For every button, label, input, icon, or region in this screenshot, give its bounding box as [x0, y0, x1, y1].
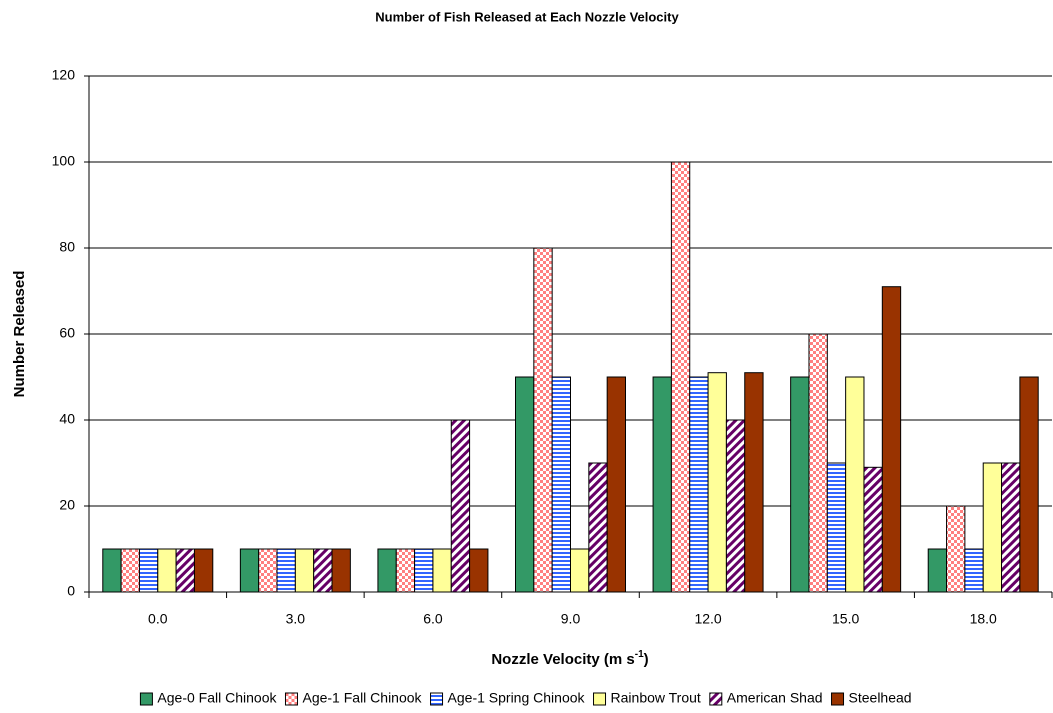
legend-item: American Shad: [709, 690, 823, 706]
x-tick-label: 15.0: [832, 611, 859, 627]
x-tick-label: 12.0: [694, 611, 721, 627]
bar: [982, 462, 1003, 593]
legend-item: Age-1 Spring Chinook: [430, 690, 586, 706]
x-axis-title-end: ): [644, 651, 649, 668]
y-axis-title: Number Released: [11, 271, 28, 398]
bar: [744, 372, 764, 593]
legend-label: Rainbow Trout: [611, 690, 701, 706]
x-tick-label: 6.0: [423, 611, 443, 627]
bar: [652, 376, 672, 593]
bar: [551, 376, 572, 593]
bar: [120, 548, 140, 593]
bar: [102, 548, 122, 593]
bar: [1019, 376, 1039, 593]
bar: [570, 548, 590, 593]
legend-label: Age-0 Fall Chinook: [157, 690, 277, 706]
bar: [845, 376, 865, 593]
bar: [331, 548, 351, 593]
x-tick-label: 9.0: [561, 611, 581, 627]
bar: [276, 548, 296, 593]
legend-item: Steelhead: [831, 690, 912, 706]
bar: [414, 548, 434, 593]
bar: [725, 419, 746, 593]
bar: [175, 548, 195, 593]
bar: [515, 376, 535, 593]
bar: [964, 548, 984, 593]
bar: [826, 462, 847, 593]
y-tick-label: 20: [59, 497, 75, 513]
legend-swatch: [709, 692, 723, 706]
bar: [1001, 462, 1021, 593]
bar: [606, 376, 627, 593]
bar: [138, 548, 159, 593]
y-tick-label: 0: [67, 583, 75, 599]
legend-label: Age-1 Spring Chinook: [448, 690, 586, 706]
legend-item: Age-1 Fall Chinook: [284, 690, 423, 706]
bar: [313, 548, 333, 593]
bar: [258, 548, 278, 593]
x-tick-label: 18.0: [970, 611, 997, 627]
bar: [863, 466, 883, 593]
bar: [808, 333, 828, 593]
bar: [588, 462, 608, 593]
legend-swatch: [831, 692, 845, 706]
y-tick-label: 40: [59, 411, 75, 427]
bar: [689, 376, 709, 593]
x-axis-title-sup: -1: [635, 649, 644, 660]
y-tick-label: 60: [59, 325, 75, 341]
bar: [469, 548, 489, 593]
legend-item: Age-0 Fall Chinook: [139, 690, 277, 706]
bar: [927, 548, 948, 593]
bar: [670, 161, 691, 593]
legend-swatch: [430, 692, 444, 706]
legend-swatch: [593, 692, 607, 706]
bar: [157, 548, 177, 593]
bar: [946, 505, 966, 593]
legend-label: Age-1 Fall Chinook: [302, 690, 422, 706]
y-tick-label: 120: [52, 67, 76, 83]
y-tick-label: 100: [52, 153, 76, 169]
x-axis-title: Nozzle Velocity (m s-1): [491, 649, 648, 668]
x-axis-title-text: Nozzle Velocity (m s: [491, 651, 634, 668]
bar: [239, 548, 260, 593]
bar: [294, 548, 315, 593]
bar: [790, 376, 810, 593]
legend-label: Steelhead: [849, 690, 912, 706]
bar: [450, 419, 471, 593]
bar: [881, 286, 902, 593]
bar: [193, 548, 214, 593]
chart-title: Number of Fish Released at Each Nozzle V…: [375, 9, 679, 24]
bar: [432, 548, 452, 593]
x-tick-label: 0.0: [148, 611, 168, 627]
legend-label: American Shad: [727, 690, 823, 706]
y-tick-label: 80: [59, 239, 75, 255]
x-tick-label: 3.0: [286, 611, 306, 627]
bar: [533, 247, 553, 593]
legend-swatch: [139, 692, 153, 706]
legend-item: Rainbow Trout: [593, 690, 701, 706]
bar: [707, 372, 727, 593]
bar: [395, 548, 416, 593]
bar: [377, 548, 397, 593]
legend-swatch: [284, 692, 298, 706]
